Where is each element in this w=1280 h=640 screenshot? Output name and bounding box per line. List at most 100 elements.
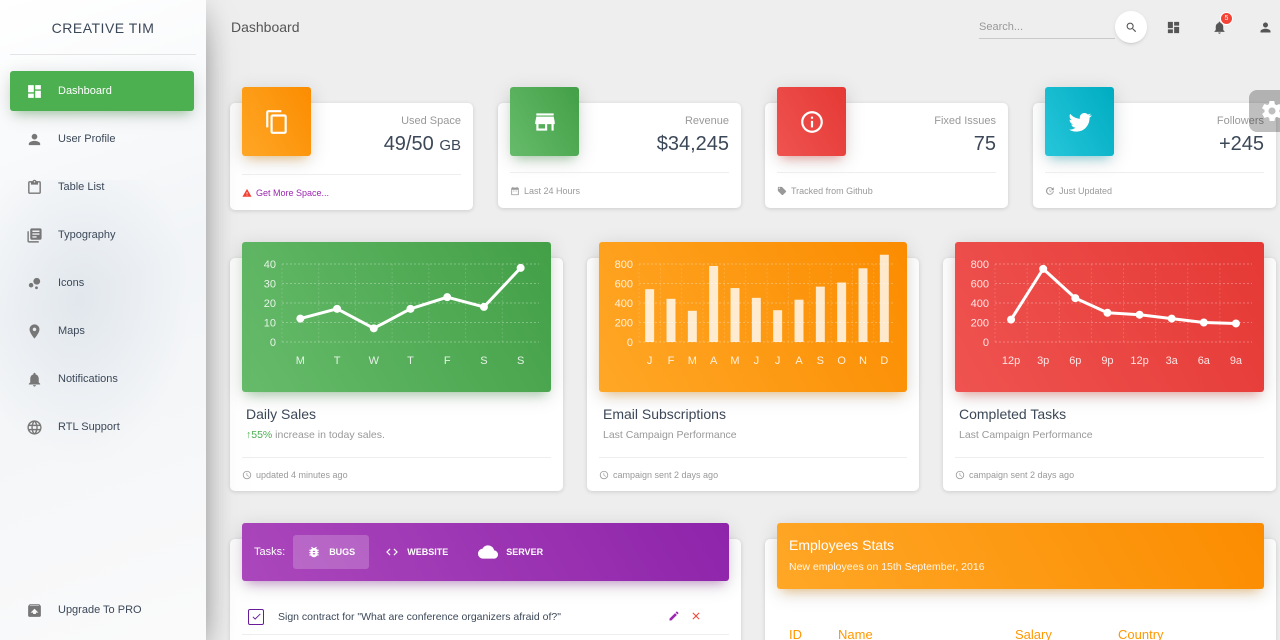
sidebar: CREATIVE TIM Dashboard User Profile Tabl… <box>0 0 206 640</box>
stat-footer: Tracked from Github <box>777 172 996 208</box>
x-tick-label: 6p <box>1069 355 1081 367</box>
sidebar-item-table-list[interactable]: Table List <box>10 167 194 207</box>
stat-icon-box <box>777 87 846 156</box>
edit-icon <box>669 611 679 621</box>
bubble-chart-icon <box>25 274 43 292</box>
y-tick-label: 200 <box>615 318 633 330</box>
y-tick-label: 20 <box>264 298 276 310</box>
data-point <box>1199 318 1208 327</box>
bar <box>751 297 761 342</box>
warning-icon <box>242 188 252 197</box>
chart-footer-text: campaign sent 2 days ago <box>969 469 1075 480</box>
x-tick-label: J <box>647 355 653 367</box>
bar <box>730 288 740 342</box>
stat-footer-text: Last 24 Hours <box>524 185 581 196</box>
chart-subtitle: Last Campaign Performance <box>603 429 737 441</box>
remove-task-button[interactable] <box>689 609 703 623</box>
get-more-space-link[interactable]: Get More Space... <box>256 187 330 198</box>
task-checkbox[interactable] <box>248 608 264 625</box>
sidebar-item-maps[interactable]: Maps <box>10 311 194 351</box>
search-icon <box>1126 22 1136 32</box>
data-point <box>1231 319 1240 328</box>
sidebar-item-label: Typography <box>58 229 116 241</box>
location-icon <box>25 322 43 340</box>
completed-tasks-chart: 0 200 400 600 800 12p 3p 6p 9p 12p 3a 6a 9a <box>971 259 1252 367</box>
series-line <box>1009 267 1236 325</box>
y-tick-label: 0 <box>270 337 276 349</box>
tasks-card: Tasks: BUGS WEBSITE SERVER Sign contract… <box>230 523 741 640</box>
chart-card-completed-tasks: 0 200 400 600 800 12p 3p 6p 9p 12p 3a 6a 9a Complete… <box>943 242 1276 491</box>
daily-sales-chart: 0 10 20 30 40 M T W T F S S <box>264 259 539 367</box>
chart-card-daily-sales: 0 10 20 30 40 M T W T F S S Daily Sales ↑55% increa… <box>230 242 563 491</box>
sidebar-nav: Dashboard User Profile Table List Typogr… <box>0 71 206 447</box>
sidebar-item-label: Dashboard <box>58 85 112 97</box>
tasks-header: Tasks: BUGS WEBSITE SERVER <box>242 523 729 581</box>
stat-card-revenue: Revenue $34,245 Last 24 Hours <box>498 87 741 208</box>
tab-server[interactable]: SERVER <box>464 535 557 569</box>
chart-subtitle: Last Campaign Performance <box>959 429 1093 441</box>
dashboard-view-button[interactable] <box>1163 17 1183 37</box>
person-icon <box>25 130 43 148</box>
tab-bugs[interactable]: BUGS <box>293 535 370 569</box>
data-point <box>443 293 452 302</box>
stat-card-used-space: Used Space 49/50 GB Get More Space... <box>230 87 473 210</box>
date-range-icon <box>511 186 519 195</box>
search-button[interactable] <box>1115 11 1147 43</box>
x-tick-label: N <box>859 355 867 367</box>
tab-label: SERVER <box>506 547 544 557</box>
brand-logo[interactable]: CREATIVE TIM <box>0 0 206 55</box>
sidebar-item-dashboard[interactable]: Dashboard <box>10 71 194 111</box>
tab-website[interactable]: WEBSITE <box>371 535 462 569</box>
notifications-button[interactable]: 5 <box>1209 12 1233 37</box>
sidebar-item-upgrade-pro[interactable]: Upgrade To PRO <box>10 590 194 630</box>
bar <box>858 268 868 342</box>
bug-icon <box>309 546 319 558</box>
user-menu-button[interactable] <box>1255 17 1275 37</box>
data-point <box>1103 308 1112 317</box>
stat-footer-text: Tracked from Github <box>791 185 873 196</box>
data-point <box>333 304 342 313</box>
stat-icon-box <box>510 87 579 156</box>
x-tick-label: F <box>444 355 451 367</box>
sidebar-item-label: Notifications <box>58 373 118 385</box>
x-tick-label: T <box>334 355 341 367</box>
tab-label: WEBSITE <box>407 547 449 557</box>
stat-unit: GB <box>439 137 461 154</box>
stat-card-followers: Followers +245 Just Updated <box>1033 87 1276 208</box>
stat-category: Revenue <box>684 115 729 127</box>
sidebar-item-notifications[interactable]: Notifications <box>10 359 194 399</box>
clock-icon <box>955 470 965 479</box>
edit-task-button[interactable] <box>667 609 681 623</box>
stat-value: 75 <box>973 133 996 155</box>
search-input[interactable] <box>979 15 1115 39</box>
sidebar-item-user-profile[interactable]: User Profile <box>10 119 194 159</box>
sidebar-item-rtl-support[interactable]: RTL Support <box>10 407 194 447</box>
data-point <box>516 263 525 272</box>
data-point <box>1167 314 1176 323</box>
data-point <box>406 304 415 313</box>
x-tick-label: 3a <box>1166 355 1179 367</box>
x-tick-label: O <box>837 355 846 367</box>
sidebar-item-label: Maps <box>58 325 85 337</box>
copy-icon <box>265 109 287 134</box>
x-tick-label: D <box>880 355 888 367</box>
task-text: Sign contract for "What are conference o… <box>278 610 561 623</box>
x-tick-label: W <box>369 355 380 367</box>
sidebar-item-icons[interactable]: Icons <box>10 263 194 303</box>
stat-footer: Just Updated <box>1045 172 1264 208</box>
column-country: Country <box>1118 627 1164 640</box>
stat-value: $34,245 <box>656 133 729 155</box>
settings-plugin-button[interactable] <box>1249 90 1280 132</box>
page-title[interactable]: Dashboard <box>231 19 300 35</box>
stat-category: Followers <box>1216 115 1264 127</box>
sidebar-item-typography[interactable]: Typography <box>10 215 194 255</box>
y-tick-label: 30 <box>264 279 276 291</box>
tab-label: BUGS <box>329 547 356 557</box>
series-line <box>299 266 522 330</box>
x-tick-label: J <box>754 355 760 367</box>
stat-footer: Last 24 Hours <box>510 172 729 208</box>
stat-category: Used Space <box>401 115 461 127</box>
y-tick-label: 600 <box>615 279 633 291</box>
sidebar-item-label: User Profile <box>58 133 116 145</box>
bar <box>815 286 825 342</box>
